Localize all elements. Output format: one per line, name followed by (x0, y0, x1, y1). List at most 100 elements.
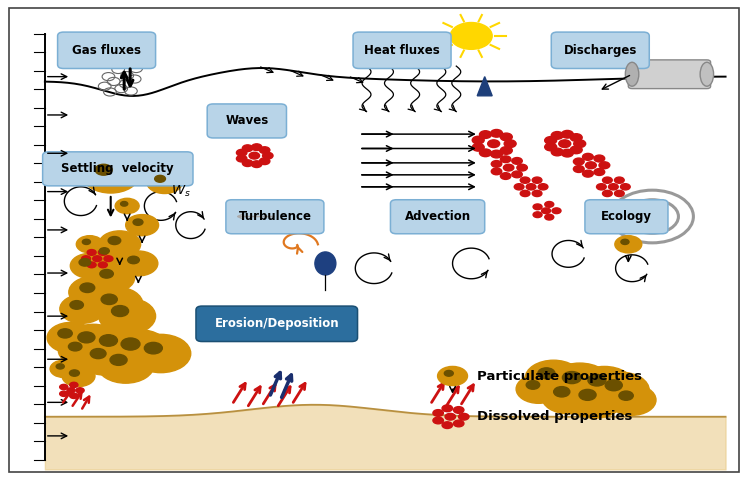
Circle shape (491, 129, 503, 137)
Circle shape (89, 287, 143, 321)
Text: Discharges: Discharges (563, 44, 637, 57)
Circle shape (491, 168, 502, 175)
Circle shape (99, 248, 109, 254)
Circle shape (131, 334, 191, 373)
Circle shape (545, 202, 554, 207)
Circle shape (70, 393, 78, 399)
Circle shape (70, 253, 109, 278)
Circle shape (621, 240, 629, 244)
Text: Heat fluxes: Heat fluxes (364, 44, 440, 57)
Circle shape (554, 387, 570, 397)
Circle shape (539, 184, 548, 190)
Circle shape (596, 184, 606, 190)
Ellipse shape (700, 62, 714, 86)
Circle shape (608, 385, 656, 415)
Circle shape (609, 184, 618, 190)
Circle shape (545, 214, 554, 220)
Circle shape (82, 256, 91, 262)
Circle shape (95, 164, 112, 175)
Circle shape (559, 140, 571, 148)
Circle shape (619, 391, 634, 400)
Circle shape (67, 388, 76, 393)
Circle shape (614, 190, 624, 196)
Circle shape (500, 147, 512, 154)
Text: Waves: Waves (225, 114, 269, 127)
Circle shape (570, 134, 582, 141)
Ellipse shape (625, 62, 639, 86)
Circle shape (99, 262, 108, 268)
Circle shape (551, 132, 563, 139)
Circle shape (586, 162, 596, 169)
Circle shape (128, 256, 139, 264)
FancyBboxPatch shape (43, 152, 193, 186)
Circle shape (603, 177, 612, 183)
Polygon shape (477, 77, 492, 96)
FancyBboxPatch shape (390, 200, 485, 234)
Circle shape (88, 250, 96, 255)
Circle shape (121, 338, 140, 350)
Circle shape (525, 360, 582, 397)
FancyBboxPatch shape (58, 32, 156, 68)
Circle shape (110, 354, 127, 365)
Circle shape (603, 190, 612, 196)
Circle shape (500, 173, 511, 180)
FancyBboxPatch shape (353, 32, 451, 68)
Circle shape (445, 413, 456, 420)
Circle shape (512, 171, 522, 178)
Circle shape (147, 171, 183, 194)
Circle shape (104, 256, 113, 262)
Circle shape (249, 152, 260, 159)
Circle shape (516, 375, 561, 403)
Circle shape (260, 147, 270, 153)
Circle shape (144, 342, 162, 354)
Circle shape (548, 363, 611, 403)
Circle shape (433, 410, 444, 416)
Circle shape (533, 204, 542, 210)
Circle shape (488, 140, 500, 148)
Circle shape (79, 259, 91, 266)
Circle shape (588, 375, 606, 386)
Circle shape (86, 327, 146, 365)
Circle shape (70, 370, 79, 376)
Text: $W_s$: $W_s$ (171, 184, 190, 199)
Circle shape (503, 164, 514, 171)
Circle shape (500, 156, 511, 162)
FancyBboxPatch shape (585, 200, 668, 234)
FancyBboxPatch shape (196, 306, 358, 342)
Circle shape (433, 417, 444, 424)
Circle shape (133, 219, 143, 225)
Circle shape (251, 144, 262, 150)
Circle shape (521, 177, 530, 183)
Circle shape (126, 215, 159, 236)
Circle shape (69, 276, 118, 308)
Text: Turbulence: Turbulence (239, 210, 311, 223)
Circle shape (542, 208, 551, 214)
Circle shape (599, 162, 610, 169)
Circle shape (60, 391, 68, 397)
Circle shape (552, 208, 561, 214)
Circle shape (532, 177, 542, 183)
Circle shape (242, 160, 253, 167)
Text: Advection: Advection (405, 210, 470, 223)
Circle shape (115, 198, 139, 214)
Circle shape (108, 237, 120, 245)
Circle shape (263, 152, 273, 159)
Circle shape (78, 332, 95, 343)
Circle shape (615, 236, 642, 253)
Circle shape (155, 175, 165, 182)
Circle shape (444, 370, 453, 376)
Circle shape (561, 149, 573, 157)
Circle shape (562, 372, 581, 384)
Circle shape (538, 368, 555, 379)
Circle shape (491, 160, 502, 167)
Circle shape (56, 364, 64, 369)
Circle shape (574, 366, 634, 405)
FancyBboxPatch shape (628, 60, 711, 89)
Circle shape (99, 250, 108, 255)
Circle shape (521, 190, 530, 196)
FancyBboxPatch shape (207, 104, 286, 138)
Circle shape (120, 202, 128, 206)
Circle shape (583, 153, 593, 160)
Circle shape (526, 184, 536, 190)
Circle shape (236, 149, 247, 156)
